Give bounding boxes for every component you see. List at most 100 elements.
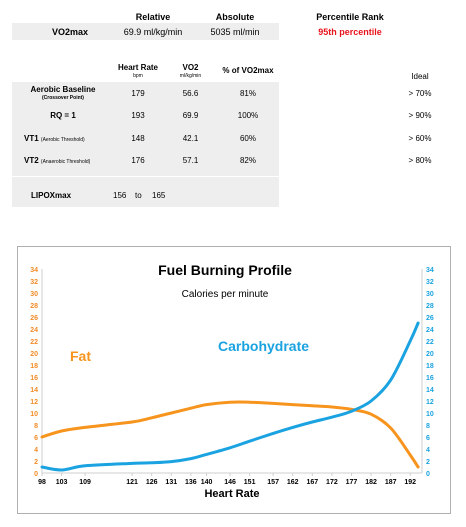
right-y-tick-label: 12	[426, 399, 434, 406]
carbohydrate-series-label: Carbohydrate	[218, 338, 309, 354]
lipox-high: 165	[152, 191, 166, 200]
row-label-group: VT1 (Aerobic Threshold)	[24, 134, 85, 143]
row-vo2: 57.1	[182, 156, 199, 165]
right-y-tick-label: 22	[426, 339, 434, 346]
x-tick-label: 172	[326, 479, 338, 486]
col-pct: % of VO2max	[222, 66, 274, 75]
row-label: VT1	[24, 134, 39, 143]
row-ideal: > 60%	[408, 134, 432, 143]
left-y-tick-label: 28	[30, 303, 38, 310]
x-tick-label: 131	[165, 479, 177, 486]
fuel-burning-chart: Fuel Burning Profile Calories per minute…	[30, 262, 434, 500]
chart-title: Fuel Burning Profile	[158, 262, 292, 278]
x-tick-label: 126	[146, 479, 158, 486]
left-y-tick-label: 12	[30, 399, 38, 406]
summary-row-bg	[12, 23, 279, 40]
right-y-tick-label: 32	[426, 279, 434, 286]
threshold-table-bg	[12, 82, 279, 176]
x-axis-title: Heart Rate	[204, 488, 259, 500]
percentile-value: 95th percentile	[318, 27, 382, 37]
lipox-label: LIPOXmax	[31, 191, 72, 200]
x-tick-label: 103	[56, 479, 68, 486]
left-y-tick-label: 22	[30, 339, 38, 346]
right-y-tick-label: 24	[426, 327, 434, 334]
fuel-chart-container: Fuel Burning Profile Calories per minute…	[17, 246, 451, 514]
x-tick-label: 140	[201, 479, 213, 486]
relative-value: 69.9 ml/kg/min	[123, 27, 183, 37]
left-y-tick-label: 26	[30, 315, 38, 322]
row-pct: 100%	[237, 111, 259, 120]
x-tick-label: 167	[306, 479, 318, 486]
left-y-tick-label: 10	[30, 411, 38, 418]
lipox-low: 156	[113, 191, 127, 200]
row-hr: 148	[131, 134, 145, 143]
x-tick-label: 151	[244, 479, 256, 486]
x-tick-label: 121	[126, 479, 138, 486]
right-y-tick-label: 0	[426, 471, 430, 478]
left-y-tick-label: 2	[34, 459, 38, 466]
x-tick-label: 182	[365, 479, 377, 486]
x-tick-label: 98	[38, 479, 46, 486]
x-tick-label: 192	[404, 479, 416, 486]
left-y-tick-label: 14	[30, 387, 38, 394]
row-label-group: VT2 (Anaerobic Threshold)	[24, 156, 90, 165]
row-vo2: 56.6	[182, 89, 199, 98]
fat-series-label: Fat	[70, 348, 91, 364]
relative-header: Relative	[135, 12, 171, 22]
right-y-tick-label: 8	[426, 423, 430, 430]
right-y-tick-label: 2	[426, 459, 430, 466]
col-ideal: Ideal	[411, 72, 429, 81]
chart-subtitle: Calories per minute	[182, 289, 269, 300]
row-vo2: 42.1	[182, 134, 199, 143]
right-y-tick-label: 26	[426, 315, 434, 322]
left-y-tick-label: 8	[34, 423, 38, 430]
lipox-row-bg	[12, 176, 279, 207]
left-y-tick-label: 6	[34, 435, 38, 442]
left-y-tick-label: 30	[30, 291, 38, 298]
right-y-tick-label: 28	[426, 303, 434, 310]
left-y-tick-label: 34	[30, 267, 38, 274]
row-label: VT2	[24, 156, 39, 165]
col-heart-rate-unit: bpm	[133, 73, 143, 79]
row-hr: 193	[131, 111, 145, 120]
left-y-tick-label: 24	[30, 327, 38, 334]
row-vo2: 69.9	[182, 111, 199, 120]
right-y-tick-label: 16	[426, 375, 434, 382]
row-pct: 81%	[239, 89, 256, 98]
x-tick-label: 136	[185, 479, 197, 486]
row-pct: 60%	[239, 134, 256, 143]
x-tick-label: 177	[346, 479, 358, 486]
absolute-header: Absolute	[215, 12, 255, 22]
right-y-tick-label: 10	[426, 411, 434, 418]
left-y-tick-label: 32	[30, 279, 38, 286]
col-heart-rate: Heart Rate	[117, 63, 158, 72]
x-tick-label: 146	[224, 479, 236, 486]
row-sublabel: (Anaerobic Threshold)	[40, 159, 91, 165]
x-tick-label: 109	[79, 479, 91, 486]
row-label: RQ = 1	[50, 111, 76, 120]
percentile-header: Percentile Rank	[316, 12, 384, 22]
row-hr: 179	[131, 89, 145, 98]
right-y-tick-label: 6	[426, 435, 430, 442]
carbohydrate-series-line	[40, 321, 420, 472]
row-ideal: > 80%	[408, 156, 432, 165]
left-y-tick-label: 4	[34, 447, 38, 454]
right-y-tick-label: 20	[426, 351, 434, 358]
left-y-tick-label: 0	[34, 471, 38, 478]
right-y-tick-label: 14	[426, 387, 434, 394]
row-hr: 176	[131, 156, 145, 165]
left-y-tick-label: 16	[30, 375, 38, 382]
right-y-tick-label: 30	[426, 291, 434, 298]
lipox-to: to	[135, 191, 142, 200]
row-ideal: > 90%	[408, 111, 432, 120]
right-y-tick-label: 4	[426, 447, 430, 454]
right-y-tick-label: 34	[426, 267, 434, 274]
row-label: Aerobic Baseline	[30, 85, 96, 94]
row-sublabel: (Aerobic Threshold)	[40, 137, 85, 143]
right-y-tick-label: 18	[426, 363, 434, 370]
row-pct: 82%	[239, 156, 256, 165]
x-tick-label: 162	[287, 479, 299, 486]
x-tick-label: 157	[267, 479, 279, 486]
x-tick-label: 187	[385, 479, 397, 486]
absolute-value: 5035 ml/min	[210, 27, 260, 37]
